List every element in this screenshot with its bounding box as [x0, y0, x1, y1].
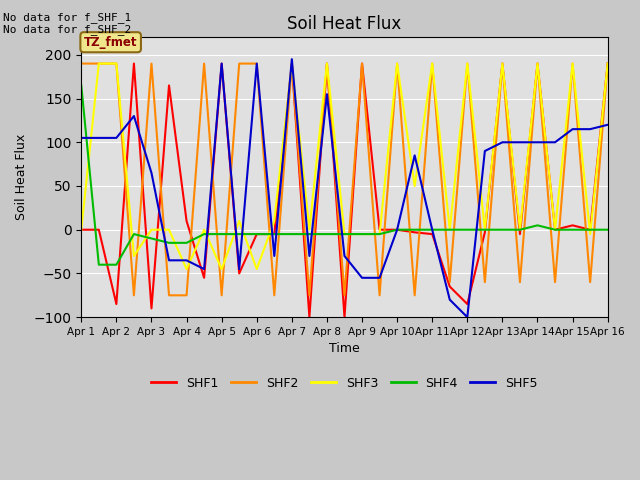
Y-axis label: Soil Heat Flux: Soil Heat Flux: [15, 134, 28, 220]
Legend: SHF1, SHF2, SHF3, SHF4, SHF5: SHF1, SHF2, SHF3, SHF4, SHF5: [146, 372, 543, 395]
Text: No data for f_SHF_1
No data for f_SHF_2: No data for f_SHF_1 No data for f_SHF_2: [3, 12, 131, 36]
Text: TZ_fmet: TZ_fmet: [84, 36, 138, 49]
X-axis label: Time: Time: [329, 342, 360, 356]
Title: Soil Heat Flux: Soil Heat Flux: [287, 15, 402, 33]
